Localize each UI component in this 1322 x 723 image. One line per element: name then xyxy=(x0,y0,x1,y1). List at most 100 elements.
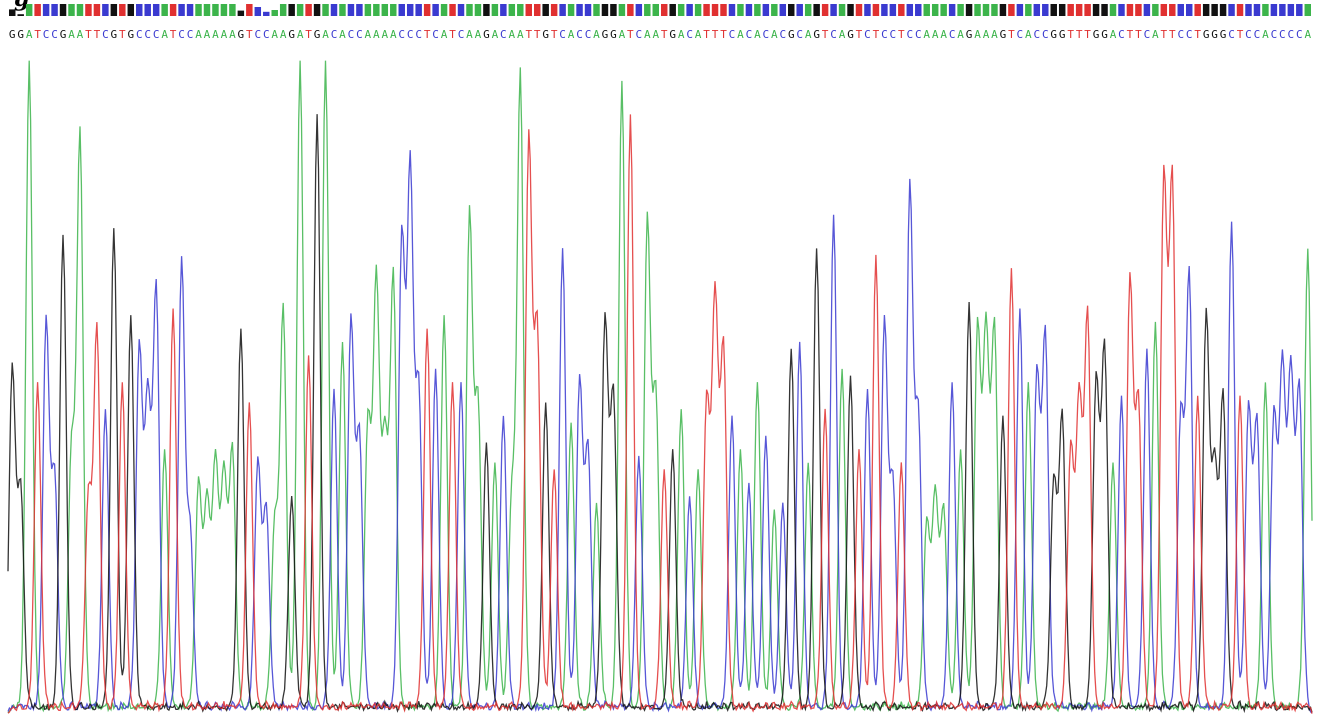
quality-bar xyxy=(330,4,338,16)
quality-bar xyxy=(1109,4,1117,16)
base-call-letter: C xyxy=(1144,28,1151,41)
quality-bar xyxy=(703,4,710,16)
base-call-letter: T xyxy=(94,28,101,41)
base-call-letter: A xyxy=(839,28,846,41)
quality-bar xyxy=(1075,4,1083,16)
base-call-letter: A xyxy=(365,28,372,41)
quality-bar xyxy=(398,4,405,16)
base-call-letter: C xyxy=(331,28,338,41)
quality-bar xyxy=(965,4,973,16)
base-call-letter: C xyxy=(686,28,693,41)
quality-bar xyxy=(559,4,566,16)
quality-bar xyxy=(881,4,888,16)
quality-bar xyxy=(1194,4,1201,16)
base-call-letter: G xyxy=(1101,28,1108,41)
base-call-letter: A xyxy=(271,28,278,41)
quality-bar xyxy=(1135,4,1142,16)
quality-bar xyxy=(788,4,795,16)
quality-bar xyxy=(737,4,744,16)
base-call-letter: T xyxy=(170,28,177,41)
base-call-letter: T xyxy=(424,28,431,41)
base-call-letter: T xyxy=(720,28,727,41)
base-call-letter: T xyxy=(703,28,710,41)
quality-bar xyxy=(1101,4,1108,16)
quality-bar xyxy=(203,4,211,16)
quality-bar xyxy=(296,4,304,16)
quality-bar xyxy=(533,4,541,16)
quality-bar xyxy=(500,4,507,16)
base-call-letter: A xyxy=(940,28,947,41)
base-call-letter: C xyxy=(779,28,786,41)
quality-bar xyxy=(491,4,499,16)
base-call-letter: A xyxy=(492,28,499,41)
base-call-letter: G xyxy=(1211,28,1218,41)
base-call-letter: G xyxy=(127,28,134,41)
quality-bar xyxy=(576,4,583,16)
quality-bar xyxy=(771,4,778,16)
base-call-letter: C xyxy=(500,28,507,41)
quality-bar xyxy=(178,4,185,16)
quality-bar xyxy=(339,4,346,16)
quality-bar xyxy=(999,4,1007,16)
base-call-letter: C xyxy=(51,28,58,41)
base-call-letter: A xyxy=(441,28,448,41)
base-call-letter: T xyxy=(525,28,532,41)
trace-a xyxy=(7,60,1313,714)
quality-bar xyxy=(305,4,312,16)
base-call-letter: T xyxy=(1008,28,1015,41)
base-call-letter: T xyxy=(1076,28,1083,41)
base-call-letter: C xyxy=(585,28,592,41)
quality-bar xyxy=(517,4,524,16)
base-call-letter: A xyxy=(77,28,84,41)
quality-bar xyxy=(1126,4,1134,16)
base-call-letter: A xyxy=(619,28,626,41)
quality-bar xyxy=(601,4,609,16)
quality-bar xyxy=(593,4,600,16)
base-call-letter: C xyxy=(796,28,803,41)
quality-bar xyxy=(1025,4,1032,16)
quality-bar xyxy=(974,4,981,16)
base-call-letter: T xyxy=(1161,28,1168,41)
quality-bar xyxy=(1058,4,1066,16)
base-call-letter: A xyxy=(229,28,236,41)
base-call-letter: C xyxy=(576,28,583,41)
quality-bar xyxy=(915,4,922,16)
base-call-letter: A xyxy=(466,28,473,41)
base-call-letter: A xyxy=(517,28,524,41)
base-call-letter: G xyxy=(1093,28,1100,41)
base-call-letter: A xyxy=(26,28,33,41)
quality-bar xyxy=(466,4,473,16)
base-call-letter: C xyxy=(1186,28,1193,41)
quality-bar xyxy=(1169,4,1176,16)
quality-bar xyxy=(1304,4,1311,16)
quality-bar xyxy=(440,4,448,16)
quality-bar xyxy=(1279,4,1286,16)
quality-bar xyxy=(627,4,634,16)
base-call-letter: G xyxy=(288,28,295,41)
base-call-letter: A xyxy=(644,28,651,41)
quality-bar xyxy=(542,4,549,16)
quality-bar xyxy=(855,4,863,16)
panel-label: g xyxy=(14,0,29,12)
quality-bar xyxy=(1219,4,1227,16)
base-call-letter: A xyxy=(957,28,964,41)
quality-bar xyxy=(93,4,101,16)
quality-bar xyxy=(1050,4,1057,16)
base-call-letter: T xyxy=(1084,28,1091,41)
base-call-letter: A xyxy=(652,28,659,41)
base-call-letter: T xyxy=(305,28,312,41)
quality-bar xyxy=(1253,4,1261,16)
quality-bar xyxy=(322,4,329,16)
base-call-letter: G xyxy=(1059,28,1066,41)
base-call-letter: G xyxy=(669,28,676,41)
quality-bar xyxy=(483,4,490,16)
quality-bar xyxy=(1033,4,1041,16)
base-call-letter: A xyxy=(974,28,981,41)
base-call-letter: T xyxy=(449,28,456,41)
base-call-letter: T xyxy=(1135,28,1142,41)
quality-bar xyxy=(754,4,761,16)
base-call-letter: A xyxy=(161,28,168,41)
base-call-letter: C xyxy=(43,28,50,41)
quality-bar xyxy=(34,4,41,16)
